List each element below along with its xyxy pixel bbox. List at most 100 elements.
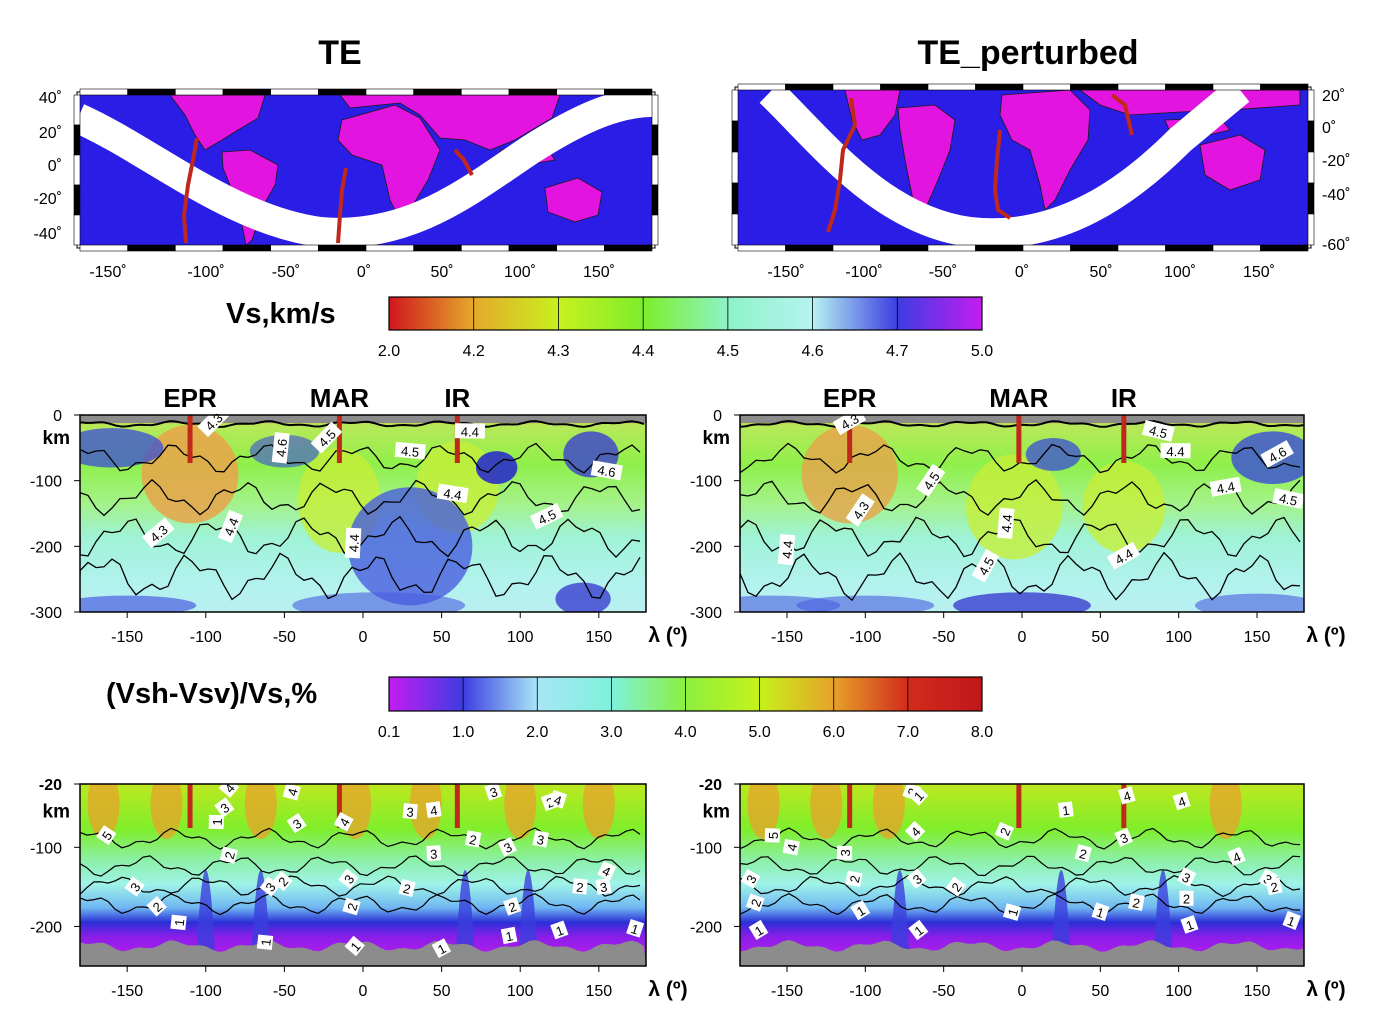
an-tep-contour-label: 1: [908, 919, 929, 941]
an-tep-lon-label: 150: [1244, 983, 1271, 1000]
vs-tep-contour-label: 4.5: [1142, 420, 1175, 442]
vs-tep-anomaly-3: [1025, 437, 1081, 471]
aniso-colorbar-tick-label: 0.1: [378, 724, 400, 741]
tep-lon-label: 0˚: [1015, 264, 1029, 281]
an-te-contour-label: 1: [626, 919, 645, 938]
svg-text:1: 1: [629, 921, 641, 938]
tep-lon-label: -100˚: [845, 264, 882, 281]
an-te-contour-2: [80, 875, 641, 897]
te-ridge-1: [336, 167, 348, 244]
vs-te-ridge-label: EPR: [163, 383, 217, 413]
vs-tep-depth-label: -200: [690, 539, 722, 556]
vs-te-ridge-bar-2: [454, 415, 460, 463]
an-tep-contour-label: 3: [740, 868, 761, 889]
an-tep-plume-2: [1153, 870, 1173, 966]
svg-text:1: 1: [504, 928, 514, 944]
te-lat-label: 20˚: [39, 125, 62, 142]
an-tep-contour-label: 3: [1114, 827, 1134, 847]
vs-tep-ridge-label: MAR: [989, 383, 1048, 413]
an-te-depth-label: -200: [30, 919, 62, 936]
an-te-lon-label: -50: [273, 983, 296, 1000]
vs-te-depth-label: -200: [30, 539, 62, 556]
vs-tep-anomaly-2: [1082, 460, 1166, 553]
vs-te-section: 4.34.6 4.54.54.44.64.44.54.3 4.44.40-100-2…: [30, 383, 688, 647]
an-te-lon-label: 0: [359, 983, 368, 1000]
tep-lat-label: 20˚: [1322, 88, 1345, 105]
an-te-contour-label: 1: [208, 814, 225, 830]
vs-tep-lon-label: -50: [932, 629, 955, 646]
vs-colorbar-tick-label: 4.6: [801, 343, 823, 360]
svg-text:3: 3: [536, 832, 546, 848]
vs-te-anomaly-10: [555, 582, 611, 612]
an-tep-lon-label: -100: [849, 983, 881, 1000]
vs-te-lon-label: 100: [507, 629, 534, 646]
tep-lat-label: -20˚: [1322, 153, 1350, 170]
vs-te-contour-label: 4.4: [436, 483, 469, 503]
an-te-plume-0: [195, 870, 216, 966]
tep-lat-label: 0˚: [1322, 120, 1336, 137]
vs-te-depth-label: 0: [53, 408, 62, 425]
an-tep-contour-label: 4: [904, 820, 926, 842]
vs-te-ridge-label: MAR: [310, 383, 369, 413]
svg-text:4.4: 4.4: [442, 485, 462, 503]
vs-tep-lon-label: 50: [1091, 629, 1109, 646]
an-te-contour-label: 2: [464, 830, 482, 848]
vs-colorbar-tick-label: 4.2: [463, 343, 485, 360]
an-te-hot-1: [150, 784, 183, 839]
svg-text:4: 4: [1176, 794, 1188, 811]
vs-tep-topo: [740, 415, 1304, 423]
svg-text:1: 1: [1184, 917, 1196, 934]
svg-text:4.4: 4.4: [346, 534, 362, 553]
vs-te-depth-label: -100: [30, 474, 62, 491]
aniso-colorbar-tick-label: 6.0: [823, 724, 845, 741]
vs-te-anomaly-5: [347, 487, 473, 606]
an-te-depth-unit: km: [43, 802, 70, 823]
an-tep-contour-label: 1: [1002, 903, 1021, 921]
an-te-lon-label: 150: [585, 983, 612, 1000]
an-tep-contour-label: 3: [836, 845, 853, 861]
vs-tep-contour-3: [740, 551, 1301, 602]
tep-ridge-0: [826, 97, 857, 233]
te-lon-label: 50˚: [430, 264, 453, 281]
vs-te-contour-label: 4.5: [394, 441, 426, 460]
vs-te-lon-axis-title: λ (º): [648, 624, 687, 647]
vs-colorbar-tick-label: 4.3: [547, 343, 569, 360]
an-tep-hot-2: [872, 784, 905, 839]
an-tep-contour-0: [740, 827, 1301, 850]
an-tep-depth-label: -200: [690, 919, 722, 936]
tep-ridge-1: [993, 129, 1012, 220]
te-lat-label: 0˚: [48, 158, 62, 175]
vs-tep-depth-label: -100: [690, 474, 722, 491]
an-te-hot-2: [244, 784, 277, 839]
svg-text:4.4: 4.4: [1216, 479, 1236, 497]
vs-te-ridge-bar-0: [187, 415, 193, 463]
an-tep-lon-label: -150: [771, 983, 803, 1000]
an-tep-mask: [740, 940, 1304, 966]
te-ridge-0: [182, 137, 199, 244]
sections-layer: 4.34.6 4.54.54.44.64.44.54.3 4.44.40-100-2…: [30, 383, 1346, 1001]
vs-tep-contour-2: [740, 516, 1301, 558]
aniso-colorbar-tick-label: 4.0: [674, 724, 696, 741]
svg-text:4.4: 4.4: [779, 540, 796, 559]
maps-layer: 40˚ 20˚ 0˚ -20˚ -40˚ -150˚ -100˚ -50˚ 0˚ 50˚ 100˚ 1…: [34, 83, 1350, 281]
vs-tep-ridge-bar-1: [1016, 415, 1022, 463]
vs-te-depth-label: -300: [30, 605, 62, 622]
an-tep-ridge-bar-2: [1121, 784, 1127, 828]
svg-text:4.4: 4.4: [461, 424, 479, 439]
vs-te-contour-label: 4.4: [344, 527, 362, 559]
svg-text:2: 2: [847, 874, 863, 884]
an-te-lon-label: -100: [190, 983, 222, 1000]
an-tep-contour-label: 1: [1282, 910, 1301, 930]
panel-title-te-perturbed: TE_perturbed: [917, 34, 1139, 72]
an-tep-contour-label: 4: [782, 838, 800, 856]
an-te-contour-label: 2: [219, 846, 238, 864]
svg-text:4.5: 4.5: [1278, 490, 1299, 508]
vs-te-ridge-bar-1: [336, 415, 342, 463]
an-tep-lon-label: 100: [1165, 983, 1192, 1000]
svg-text:1: 1: [1005, 907, 1021, 918]
vs-te-moho: [80, 420, 645, 428]
an-te-contour-label: 1: [344, 935, 366, 957]
vs-colorbar-bar: [388, 296, 983, 331]
te-lon-label: -150˚: [89, 264, 126, 281]
vs-colorbar-title: Vs,km/s: [226, 298, 336, 330]
